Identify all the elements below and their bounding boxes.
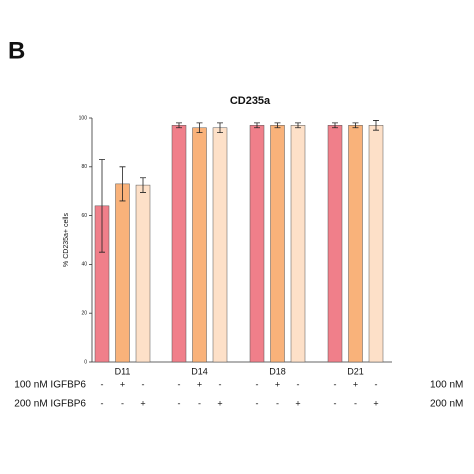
error-bar xyxy=(373,120,379,131)
treatment-sign: - xyxy=(101,398,104,408)
bar xyxy=(212,127,228,363)
treatment-sign: - xyxy=(198,398,201,408)
bar xyxy=(171,125,187,363)
treatment-sign: - xyxy=(354,398,357,408)
treatment-label-right: 100 nM xyxy=(430,380,463,391)
chart-title: CD235a xyxy=(230,95,271,107)
y-tick-label: 100 xyxy=(79,115,88,121)
error-bar xyxy=(176,122,182,129)
y-tick-label: 40 xyxy=(81,262,87,268)
treatment-sign: + xyxy=(353,379,358,389)
treatment-label-right: 200 nM xyxy=(430,399,463,410)
bar xyxy=(348,125,363,363)
error-bar xyxy=(274,122,281,129)
bar xyxy=(135,184,151,363)
treatment-sign: - xyxy=(121,398,124,408)
treatment-sign: + xyxy=(295,398,300,408)
treatment-sign: - xyxy=(375,379,378,389)
treatment-sign: - xyxy=(276,398,279,408)
y-tick-label: 80 xyxy=(81,164,87,170)
bar xyxy=(327,125,343,363)
error-bar xyxy=(295,122,301,129)
error-bar xyxy=(254,122,260,129)
bar xyxy=(270,125,285,363)
error-bar xyxy=(217,122,223,134)
error-bar xyxy=(119,166,126,202)
treatment-label: 100 nM IGFBP6 xyxy=(14,380,86,391)
error-bar xyxy=(99,159,105,253)
y-axis-label: % CD235a+ cells xyxy=(63,213,70,267)
panel-label: B xyxy=(8,37,25,64)
x-tick-label: D14 xyxy=(191,366,208,376)
treatment-sign: - xyxy=(219,379,222,389)
treatment-sign: - xyxy=(334,379,337,389)
treatment-sign: - xyxy=(101,379,104,389)
y-tick-label: 60 xyxy=(81,213,87,219)
treatment-sign: + xyxy=(140,398,145,408)
x-tick-label: D11 xyxy=(115,366,131,376)
x-tick-label: D18 xyxy=(269,366,286,376)
treatment-label: 200 nM IGFBP6 xyxy=(14,399,86,410)
error-bar xyxy=(332,122,338,129)
treatment-sign: - xyxy=(178,379,181,389)
treatment-sign: - xyxy=(256,398,259,408)
error-bar xyxy=(140,177,146,193)
treatment-sign: - xyxy=(178,398,181,408)
x-tick-label: D21 xyxy=(347,366,364,376)
bar xyxy=(368,125,384,363)
treatment-sign: - xyxy=(297,379,300,389)
error-bar xyxy=(352,122,359,129)
error-bar xyxy=(196,122,203,134)
bar xyxy=(192,127,207,363)
bar xyxy=(249,125,265,363)
y-tick-label: 20 xyxy=(81,311,87,317)
treatment-sign: + xyxy=(373,398,378,408)
treatment-sign: - xyxy=(334,398,337,408)
treatment-sign: - xyxy=(256,379,259,389)
y-tick-label: 0 xyxy=(84,359,87,365)
treatment-sign: + xyxy=(197,379,202,389)
bar xyxy=(290,125,306,363)
bar xyxy=(115,183,130,363)
treatment-sign: + xyxy=(217,398,222,408)
treatment-sign: - xyxy=(142,379,145,389)
treatment-sign: + xyxy=(275,379,280,389)
treatment-sign: + xyxy=(120,379,125,389)
